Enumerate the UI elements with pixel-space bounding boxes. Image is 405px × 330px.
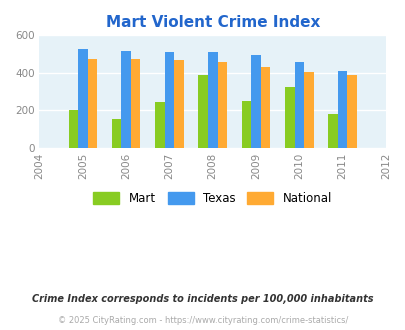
Bar bbox=[217, 62, 226, 148]
Text: © 2025 CityRating.com - https://www.cityrating.com/crime-statistics/: © 2025 CityRating.com - https://www.city… bbox=[58, 316, 347, 325]
Bar bbox=[68, 110, 78, 148]
Bar bbox=[87, 59, 97, 148]
Bar bbox=[130, 59, 140, 148]
Bar bbox=[303, 72, 313, 148]
Legend: Mart, Texas, National: Mart, Texas, National bbox=[88, 187, 336, 210]
Bar bbox=[328, 114, 337, 148]
Bar bbox=[78, 49, 87, 148]
Bar bbox=[121, 51, 130, 148]
Bar bbox=[111, 119, 121, 148]
Bar bbox=[155, 102, 164, 148]
Bar bbox=[198, 75, 207, 148]
Bar bbox=[294, 62, 303, 148]
Bar bbox=[174, 60, 183, 148]
Bar bbox=[164, 52, 174, 148]
Bar bbox=[337, 71, 347, 148]
Bar bbox=[207, 52, 217, 148]
Bar bbox=[284, 87, 294, 148]
Bar bbox=[347, 75, 356, 148]
Bar bbox=[251, 55, 260, 148]
Bar bbox=[260, 67, 270, 148]
Text: Crime Index corresponds to incidents per 100,000 inhabitants: Crime Index corresponds to incidents per… bbox=[32, 294, 373, 304]
Bar bbox=[241, 101, 251, 148]
Title: Mart Violent Crime Index: Mart Violent Crime Index bbox=[105, 15, 319, 30]
